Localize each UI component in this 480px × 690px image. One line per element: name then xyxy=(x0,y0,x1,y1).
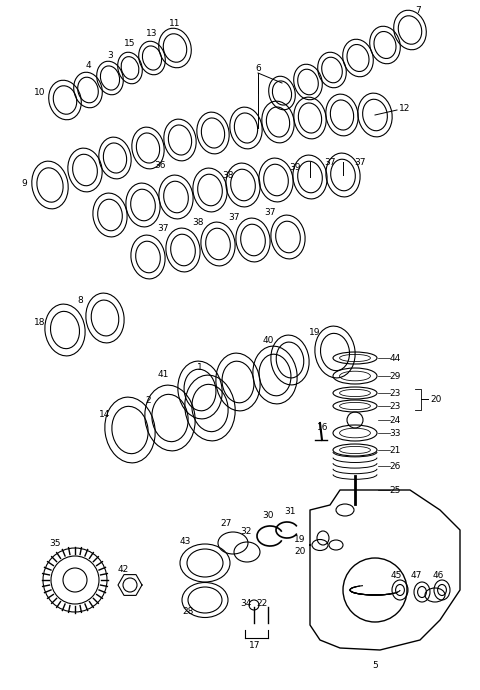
Text: 2: 2 xyxy=(145,395,151,404)
Text: 37: 37 xyxy=(354,157,366,166)
Text: 46: 46 xyxy=(432,571,444,580)
Text: 16: 16 xyxy=(317,422,329,431)
Text: 9: 9 xyxy=(21,179,27,188)
Text: 19: 19 xyxy=(309,328,321,337)
Text: 28: 28 xyxy=(182,607,194,616)
Text: 10: 10 xyxy=(34,88,46,97)
Text: 21: 21 xyxy=(389,446,401,455)
Text: 1: 1 xyxy=(197,362,203,371)
Text: 19: 19 xyxy=(294,535,306,544)
Text: 6: 6 xyxy=(255,63,261,72)
Text: 38: 38 xyxy=(222,170,234,179)
Text: 35: 35 xyxy=(49,540,61,549)
Text: 14: 14 xyxy=(99,409,111,419)
Text: 27: 27 xyxy=(220,520,232,529)
Text: 37: 37 xyxy=(324,157,336,166)
Text: 29: 29 xyxy=(389,371,401,380)
Text: 26: 26 xyxy=(389,462,401,471)
Text: 33: 33 xyxy=(389,428,401,437)
Text: 40: 40 xyxy=(262,335,274,344)
Text: 39: 39 xyxy=(289,163,301,172)
Text: 25: 25 xyxy=(389,486,401,495)
Text: 15: 15 xyxy=(124,39,136,48)
Text: 23: 23 xyxy=(389,402,401,411)
Text: 42: 42 xyxy=(118,564,129,573)
Text: 13: 13 xyxy=(146,28,158,37)
Text: 45: 45 xyxy=(390,571,402,580)
Text: 20: 20 xyxy=(430,395,442,404)
Text: 24: 24 xyxy=(389,415,401,424)
Text: 8: 8 xyxy=(77,295,83,304)
Text: 23: 23 xyxy=(389,388,401,397)
Text: 11: 11 xyxy=(169,19,181,28)
Text: 37: 37 xyxy=(264,208,276,217)
Text: 18: 18 xyxy=(34,317,46,326)
Text: 20: 20 xyxy=(294,547,306,557)
Text: 30: 30 xyxy=(262,511,274,520)
Text: 5: 5 xyxy=(372,660,378,669)
Text: 3: 3 xyxy=(107,50,113,59)
Text: 17: 17 xyxy=(249,640,261,649)
Text: 37: 37 xyxy=(228,213,240,221)
Text: 41: 41 xyxy=(157,370,168,379)
Text: 36: 36 xyxy=(154,161,166,170)
Text: 38: 38 xyxy=(192,217,204,226)
Text: 44: 44 xyxy=(389,353,401,362)
Text: 31: 31 xyxy=(284,508,296,517)
Text: 47: 47 xyxy=(410,571,422,580)
Text: 7: 7 xyxy=(415,6,421,14)
Text: 37: 37 xyxy=(157,224,169,233)
Text: 34: 34 xyxy=(240,600,252,609)
Text: 43: 43 xyxy=(180,538,191,546)
Text: 4: 4 xyxy=(85,61,91,70)
Text: 32: 32 xyxy=(240,527,252,537)
Text: 22: 22 xyxy=(256,600,268,609)
Text: 12: 12 xyxy=(399,104,411,112)
